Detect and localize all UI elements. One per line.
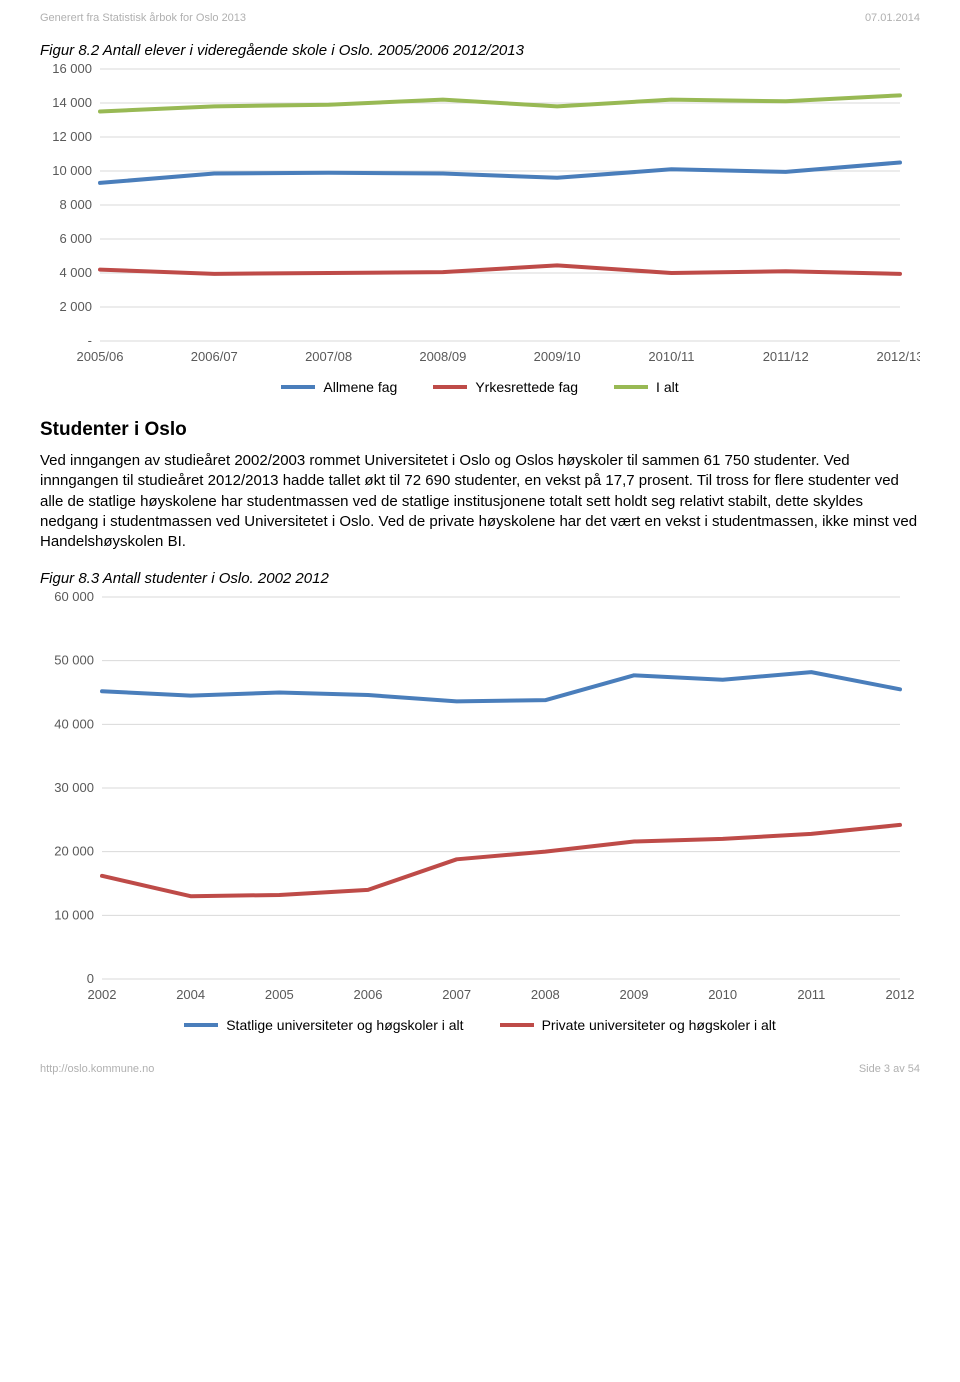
chart1: - 2 000 4 000 6 000 8 000 10 000 12 000 14 000 1… xyxy=(40,61,920,371)
footer-left: http://oslo.kommune.no xyxy=(40,1063,154,1075)
svg-text:40 000: 40 000 xyxy=(54,717,94,732)
svg-text:2004: 2004 xyxy=(176,987,205,1002)
chart2-svg: 0 10 000 20 000 30 000 40 000 50 000 60 000 200… xyxy=(40,589,920,1009)
legend-label: Private universiteter og høgskoler i alt xyxy=(542,1017,776,1033)
svg-text:2 000: 2 000 xyxy=(59,299,92,314)
page-top-header: Generert fra Statistisk årbok for Oslo 2… xyxy=(40,12,920,24)
svg-text:30 000: 30 000 xyxy=(54,780,94,795)
chart1-caption-suffix: 2005/2006 2012/2013 xyxy=(378,42,524,59)
svg-text:2010/11: 2010/11 xyxy=(648,349,694,364)
svg-text:2007: 2007 xyxy=(442,987,471,1002)
svg-text:12 000: 12 000 xyxy=(52,129,92,144)
svg-text:10 000: 10 000 xyxy=(52,163,92,178)
legend-label: Yrkesrettede fag xyxy=(475,379,578,395)
svg-text:10 000: 10 000 xyxy=(54,908,94,923)
legend-label: Allmene fag xyxy=(323,379,397,395)
svg-text:0: 0 xyxy=(87,971,94,986)
legend-item: Allmene fag xyxy=(281,379,397,395)
header-right: 07.01.2014 xyxy=(865,12,920,24)
legend-swatch xyxy=(184,1023,218,1027)
page-footer: http://oslo.kommune.no Side 3 av 54 xyxy=(40,1063,920,1075)
svg-text:2007/08: 2007/08 xyxy=(305,349,352,364)
legend-swatch xyxy=(500,1023,534,1027)
svg-text:4 000: 4 000 xyxy=(59,265,92,280)
legend-item: Private universiteter og høgskoler i alt xyxy=(500,1017,776,1033)
svg-text:16 000: 16 000 xyxy=(52,61,92,76)
chart2-caption: Figur 8.3 Antall studenter i Oslo. 2002 … xyxy=(40,570,920,587)
legend-label: Statlige universiteter og høgskoler i al… xyxy=(226,1017,463,1033)
chart2: 0 10 000 20 000 30 000 40 000 50 000 60 000 200… xyxy=(40,589,920,1009)
section-heading: Studenter i Oslo xyxy=(40,419,920,441)
svg-text:50 000: 50 000 xyxy=(54,653,94,668)
svg-text:2005/06: 2005/06 xyxy=(77,349,124,364)
svg-text:6 000: 6 000 xyxy=(59,231,92,246)
legend-item: Statlige universiteter og høgskoler i al… xyxy=(184,1017,463,1033)
chart1-svg: - 2 000 4 000 6 000 8 000 10 000 12 000 14 000 1… xyxy=(40,61,920,371)
legend-item: I alt xyxy=(614,379,679,395)
svg-text:2010: 2010 xyxy=(708,987,737,1002)
svg-text:2012/13: 2012/13 xyxy=(877,349,921,364)
legend-swatch xyxy=(614,385,648,389)
svg-text:14 000: 14 000 xyxy=(52,95,92,110)
svg-text:2006/07: 2006/07 xyxy=(191,349,238,364)
legend-item: Yrkesrettede fag xyxy=(433,379,578,395)
svg-text:8 000: 8 000 xyxy=(59,197,92,212)
svg-text:2008: 2008 xyxy=(531,987,560,1002)
legend-label: I alt xyxy=(656,379,679,395)
legend-swatch xyxy=(433,385,467,389)
chart1-caption: Figur 8.2 Antall elever i videregående s… xyxy=(40,42,920,59)
svg-text:-: - xyxy=(88,333,92,348)
chart1-legend: Allmene fag Yrkesrettede fag I alt xyxy=(40,379,920,395)
svg-text:2005: 2005 xyxy=(265,987,294,1002)
svg-text:2009/10: 2009/10 xyxy=(534,349,581,364)
svg-text:20 000: 20 000 xyxy=(54,844,94,859)
footer-right: Side 3 av 54 xyxy=(859,1063,920,1075)
body-paragraph: Ved inngangen av studieåret 2002/2003 ro… xyxy=(40,451,920,552)
chart1-caption-prefix: Figur 8.2 Antall elever i videregående s… xyxy=(40,42,378,59)
svg-text:2011: 2011 xyxy=(797,987,825,1002)
chart2-legend: Statlige universiteter og høgskoler i al… xyxy=(40,1017,920,1033)
svg-text:2012: 2012 xyxy=(886,987,915,1002)
svg-text:2009: 2009 xyxy=(620,987,649,1002)
svg-text:2006: 2006 xyxy=(354,987,383,1002)
header-left: Generert fra Statistisk årbok for Oslo 2… xyxy=(40,12,246,24)
svg-text:2008/09: 2008/09 xyxy=(419,349,466,364)
svg-text:60 000: 60 000 xyxy=(54,589,94,604)
svg-text:2002: 2002 xyxy=(88,987,117,1002)
svg-text:2011/12: 2011/12 xyxy=(763,349,809,364)
legend-swatch xyxy=(281,385,315,389)
